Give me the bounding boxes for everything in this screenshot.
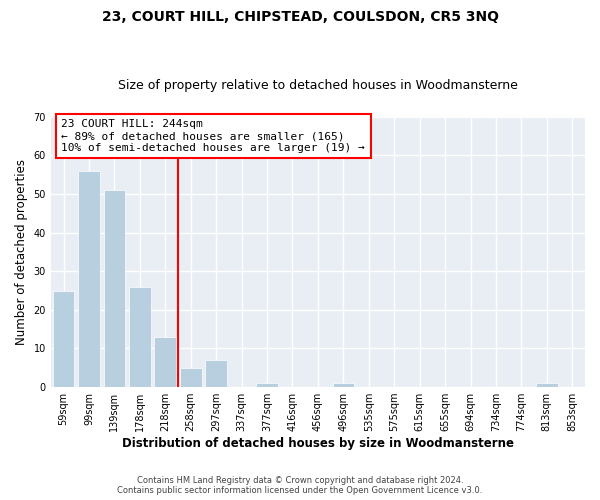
Bar: [180, 368, 202, 387]
Y-axis label: Number of detached properties: Number of detached properties: [15, 159, 28, 345]
Text: 23, COURT HILL, CHIPSTEAD, COULSDON, CR5 3NQ: 23, COURT HILL, CHIPSTEAD, COULSDON, CR5…: [101, 10, 499, 24]
Text: Contains HM Land Registry data © Crown copyright and database right 2024.
Contai: Contains HM Land Registry data © Crown c…: [118, 476, 482, 495]
Bar: [104, 190, 125, 387]
Title: Size of property relative to detached houses in Woodmansterne: Size of property relative to detached ho…: [118, 79, 518, 92]
Bar: [129, 286, 151, 387]
Bar: [332, 383, 354, 387]
Bar: [53, 290, 74, 387]
Bar: [154, 337, 176, 387]
Bar: [205, 360, 227, 387]
Bar: [256, 383, 278, 387]
Text: 23 COURT HILL: 244sqm
← 89% of detached houses are smaller (165)
10% of semi-det: 23 COURT HILL: 244sqm ← 89% of detached …: [61, 120, 365, 152]
Bar: [78, 171, 100, 387]
Bar: [536, 383, 557, 387]
X-axis label: Distribution of detached houses by size in Woodmansterne: Distribution of detached houses by size …: [122, 437, 514, 450]
